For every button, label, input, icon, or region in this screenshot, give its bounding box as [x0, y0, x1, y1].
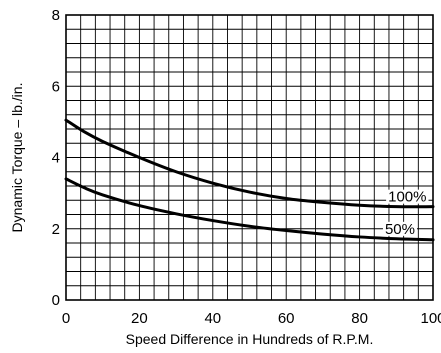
y-tick-label-4: 4 — [52, 150, 60, 167]
x-tick-label-100: 100 — [420, 310, 441, 327]
y-tick-label-0: 0 — [52, 292, 60, 309]
x-axis-label: Speed Difference in Hundreds of R.P.M. — [126, 331, 374, 347]
series-line-100-percent — [64, 118, 435, 209]
series-label-background — [382, 221, 417, 236]
x-tick-label-20: 20 — [131, 310, 148, 327]
series-label-100-percent: 100% — [388, 189, 426, 206]
y-tick-label-2: 2 — [52, 221, 60, 238]
x-tick-label-80: 80 — [351, 310, 368, 327]
y-tick-label-6: 6 — [52, 78, 60, 95]
series-label-background — [386, 189, 429, 204]
x-tick-label-40: 40 — [204, 310, 221, 327]
x-tick-label-0: 0 — [62, 310, 70, 327]
series-label-50-percent: 50% — [385, 221, 415, 238]
grid-lines — [66, 15, 433, 300]
y-tick-label-8: 8 — [52, 7, 60, 24]
series-line-50-percent — [64, 177, 435, 242]
x-tick-label-60: 60 — [278, 310, 295, 327]
tick-labels: 0 20 40 60 80 100 0 2 4 6 8 — [52, 7, 441, 327]
series-curves: 100% 50% — [64, 118, 435, 242]
y-axis-label: Dynamic Torque – lb./in. — [9, 83, 25, 233]
plot-frame — [65, 14, 434, 301]
